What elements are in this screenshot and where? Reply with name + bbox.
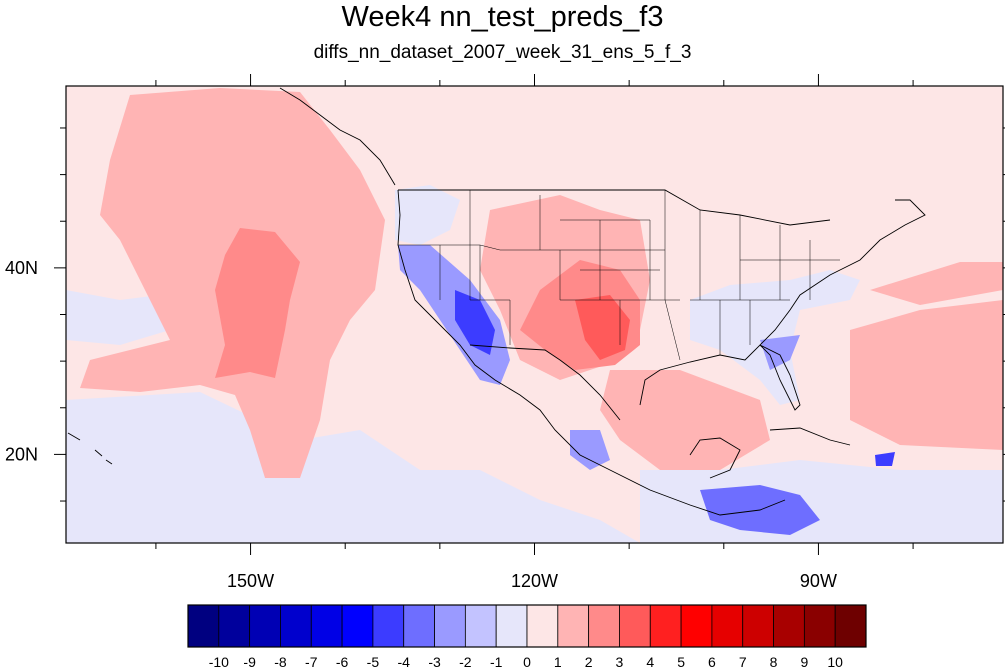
lon-tick-label: 90W [800, 571, 837, 591]
colorbar-swatch [218, 604, 251, 648]
colorbar-label: 6 [708, 654, 716, 670]
colorbar-swatch [187, 604, 220, 648]
field-region-deep-red-texas [575, 295, 630, 360]
colorbar-swatch [434, 604, 466, 648]
state-borders [398, 190, 840, 361]
colorbar-swatch [742, 604, 774, 648]
field-region-light-blue-south [66, 392, 640, 543]
difference-field [66, 88, 1003, 543]
colorbar-swatch [403, 604, 435, 648]
colorbar-label: -2 [459, 654, 472, 670]
colorbar-label: 7 [739, 654, 747, 670]
colorbar-swatch [526, 604, 559, 648]
colorbar-swatch [249, 604, 281, 648]
colorbar-swatch [711, 604, 744, 648]
colorbar-swatch [680, 604, 713, 648]
field-region-deep-blue-california [455, 290, 495, 355]
colorbar-label: 3 [616, 654, 624, 670]
map-title: Week4 nn_test_preds_f3 [341, 1, 664, 33]
coastline-north-america [397, 189, 926, 516]
map-subtitle: diffs_nn_dataset_2007_week_31_ens_5_f_3 [313, 42, 692, 63]
colorbar-swatch [280, 604, 312, 648]
colorbar-label: -10 [209, 654, 229, 670]
state-borders-plains [539, 195, 680, 301]
lat-tick-label: 20N [5, 444, 38, 464]
colorbar-swatch [310, 604, 343, 648]
colorbar-label: 0 [523, 654, 531, 670]
field-region-red-pacific [215, 228, 300, 378]
colorbar-swatch [834, 604, 867, 648]
colorbar-swatch [588, 604, 620, 648]
longitude-axis: 150W 120W 90W [155, 74, 914, 591]
coastline-hawaii [67, 432, 113, 465]
colorbar-swatch [803, 604, 836, 648]
colorbar-label: -4 [398, 654, 411, 670]
colorbar-label: -6 [336, 654, 349, 670]
map-panel: 150W 120W 90W 40N 20N [5, 74, 1005, 591]
colorbar-label: -7 [305, 654, 318, 670]
colorbar-label: -5 [367, 654, 380, 670]
colorbar-label: -9 [243, 654, 256, 670]
field-region-light-blue-north [395, 185, 460, 245]
coastline-alaska-british-columbia [279, 87, 396, 186]
lon-tick-label: 120W [511, 571, 558, 591]
field-region-pink-mexico [600, 370, 770, 470]
colorbar-label: -3 [428, 654, 441, 670]
colorbar-swatch [341, 604, 374, 648]
colorbar-swatch [495, 604, 528, 648]
field-region-blue-florida [760, 335, 800, 370]
country-border-us-canada [398, 189, 831, 226]
lon-tick-label: 150W [227, 571, 274, 591]
colorbar-label: 9 [800, 654, 808, 670]
colorbar-label: 1 [554, 654, 562, 670]
state-borders-east [664, 190, 840, 361]
colorbar-swatch [464, 604, 497, 648]
colorbar: -10 -9 -8 -7 -6 -5 -4 -3 -2 -1 0 1 2 3 4 5 6 7 8 9 10 [187, 604, 867, 670]
coastline-yucatan [689, 437, 741, 479]
colorbar-swatch [619, 604, 651, 648]
colorbar-swatch [557, 604, 590, 648]
field-region-blue-caribbean-east [875, 452, 895, 466]
country-border-us-mexico [469, 344, 621, 421]
field-region-pink-northeast-atlantic [870, 262, 1003, 305]
colorbar-label: 4 [646, 654, 654, 670]
colorbar-swatch [773, 604, 805, 648]
coastlines [67, 87, 926, 516]
lat-tick-label: 40N [5, 258, 38, 278]
colorbar-label: 10 [827, 654, 843, 670]
colorbar-label: 2 [585, 654, 593, 670]
field-region-light-blue-east-us [690, 270, 860, 405]
colorbar-label: -1 [490, 654, 503, 670]
field-region-blue-gulf-of-mexico [570, 430, 610, 470]
colorbar-frame [187, 604, 867, 648]
coastline-cuba [769, 427, 851, 446]
colorbar-swatch [372, 604, 405, 648]
colorbar-label: 5 [677, 654, 685, 670]
colorbar-swatch [649, 604, 682, 648]
colorbar-label: -8 [274, 654, 287, 670]
field-region-light-blue-caribbean [640, 460, 1003, 543]
field-region-pink-atlantic [850, 300, 1003, 450]
field-region-light-blue-west [66, 290, 170, 345]
latitude-axis: 40N 20N [5, 127, 1005, 502]
colorbar-label: 8 [770, 654, 778, 670]
